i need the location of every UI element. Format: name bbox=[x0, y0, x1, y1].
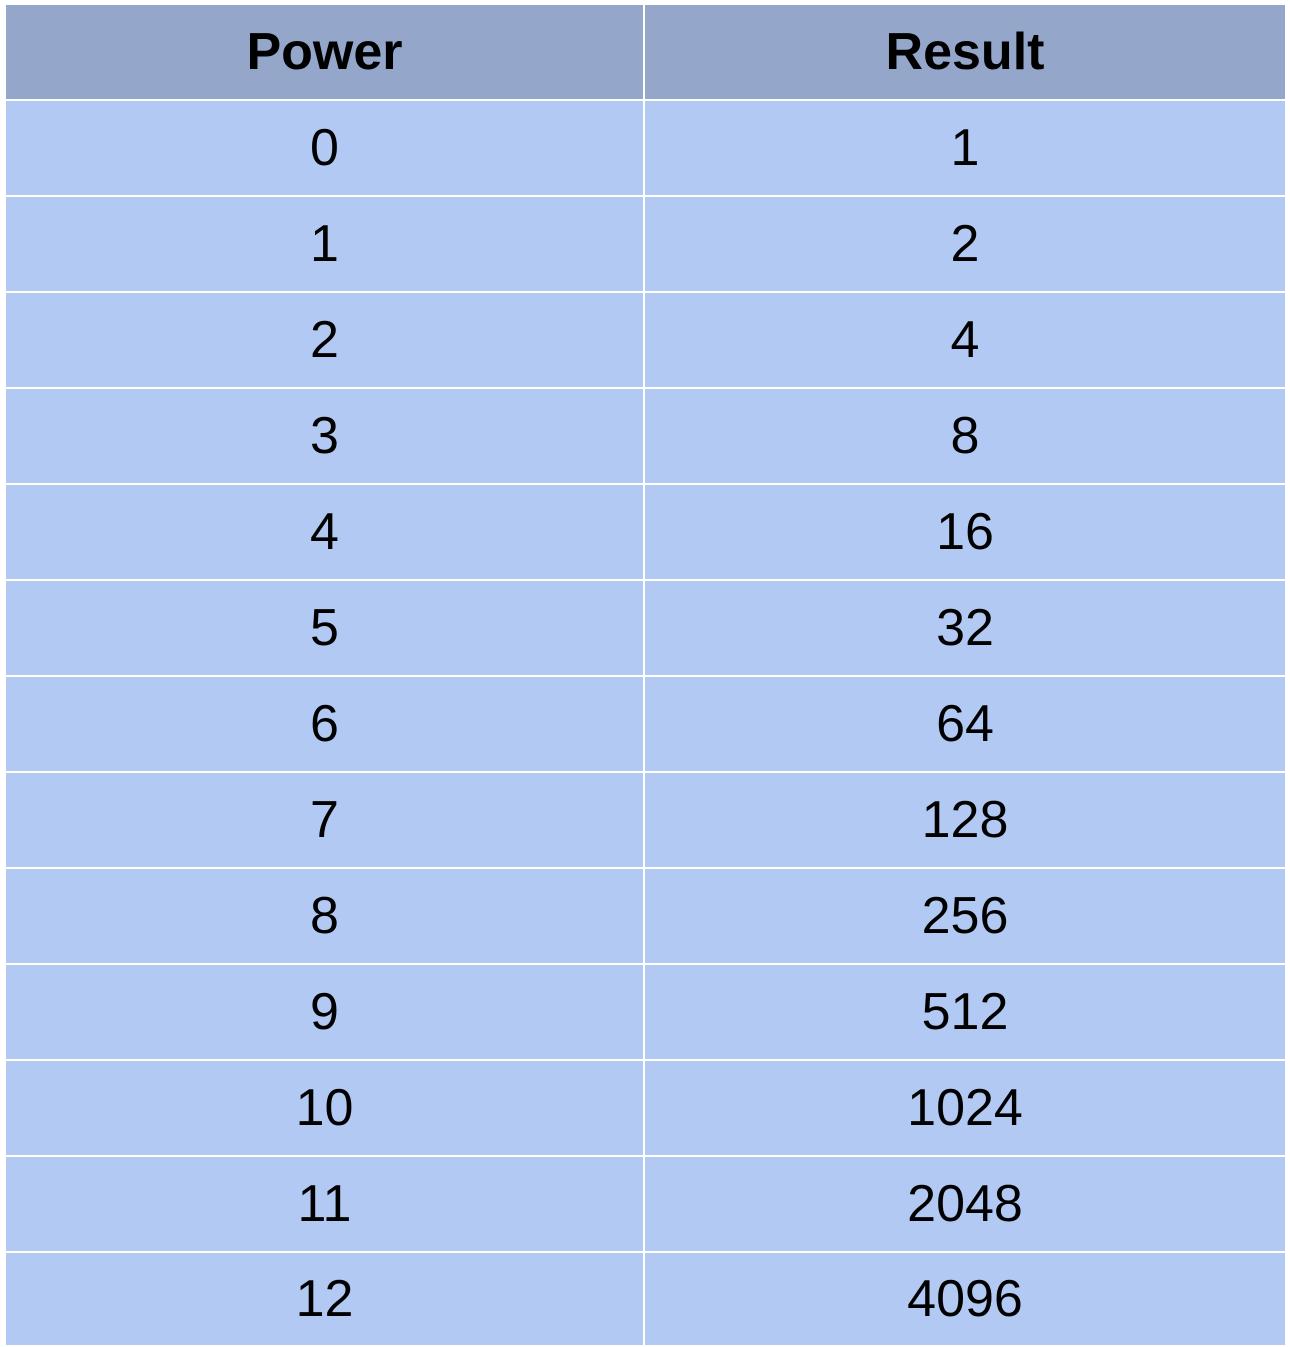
table-row: 6 64 bbox=[4, 675, 1287, 773]
cell-result: 16 bbox=[643, 483, 1287, 581]
table-row: 12 4096 bbox=[4, 1251, 1287, 1347]
cell-result: 1 bbox=[643, 99, 1287, 197]
table-row: 10 1024 bbox=[4, 1059, 1287, 1157]
cell-power: 7 bbox=[4, 771, 645, 869]
cell-result: 1024 bbox=[643, 1059, 1287, 1157]
cell-power: 11 bbox=[4, 1155, 645, 1253]
table-row: 4 16 bbox=[4, 483, 1287, 581]
cell-result: 4 bbox=[643, 291, 1287, 389]
cell-result: 128 bbox=[643, 771, 1287, 869]
powers-of-two-table: Power Result 0 1 1 2 2 4 3 8 4 1 bbox=[4, 3, 1287, 1347]
header-result: Result bbox=[643, 3, 1287, 101]
cell-power: 2 bbox=[4, 291, 645, 389]
table-row: 2 4 bbox=[4, 291, 1287, 389]
cell-result: 512 bbox=[643, 963, 1287, 1061]
table-row: 5 32 bbox=[4, 579, 1287, 677]
cell-power: 12 bbox=[4, 1251, 645, 1347]
cell-result: 4096 bbox=[643, 1251, 1287, 1347]
cell-power: 4 bbox=[4, 483, 645, 581]
header-row: Power Result bbox=[4, 3, 1287, 101]
cell-power: 10 bbox=[4, 1059, 645, 1157]
cell-power: 3 bbox=[4, 387, 645, 485]
table-row: 0 1 bbox=[4, 99, 1287, 197]
powers-table-container: Power Result 0 1 1 2 2 4 3 8 4 1 bbox=[4, 3, 1287, 1347]
cell-power: 6 bbox=[4, 675, 645, 773]
table-row: 8 256 bbox=[4, 867, 1287, 965]
cell-power: 5 bbox=[4, 579, 645, 677]
cell-power: 1 bbox=[4, 195, 645, 293]
table-body: 0 1 1 2 2 4 3 8 4 16 5 32 bbox=[4, 99, 1287, 1347]
header-power: Power bbox=[4, 3, 645, 101]
cell-result: 32 bbox=[643, 579, 1287, 677]
table-row: 11 2048 bbox=[4, 1155, 1287, 1253]
cell-result: 8 bbox=[643, 387, 1287, 485]
cell-result: 2048 bbox=[643, 1155, 1287, 1253]
cell-result: 2 bbox=[643, 195, 1287, 293]
table-row: 9 512 bbox=[4, 963, 1287, 1061]
table-row: 7 128 bbox=[4, 771, 1287, 869]
cell-result: 256 bbox=[643, 867, 1287, 965]
cell-power: 8 bbox=[4, 867, 645, 965]
table-header: Power Result bbox=[4, 3, 1287, 101]
cell-result: 64 bbox=[643, 675, 1287, 773]
table-row: 3 8 bbox=[4, 387, 1287, 485]
cell-power: 9 bbox=[4, 963, 645, 1061]
table-row: 1 2 bbox=[4, 195, 1287, 293]
cell-power: 0 bbox=[4, 99, 645, 197]
